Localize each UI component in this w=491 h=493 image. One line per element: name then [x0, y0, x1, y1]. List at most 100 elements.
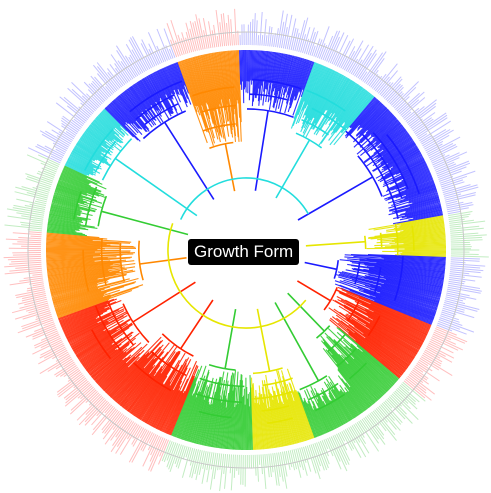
branch: [357, 102, 382, 129]
tip-label: [58, 131, 73, 141]
tip-label: [368, 74, 379, 87]
branch: [289, 390, 307, 442]
tip-label: [210, 452, 215, 470]
branch: [47, 222, 86, 229]
branch: [204, 54, 218, 109]
branch: [365, 324, 416, 357]
tip-label: [236, 454, 238, 471]
tip-label: [22, 310, 51, 320]
branch: [211, 399, 221, 448]
tip-label: [282, 27, 288, 49]
tip-label: [115, 417, 130, 438]
branch: [127, 375, 155, 412]
branch: [336, 317, 406, 371]
tip-label: [447, 207, 469, 213]
branch: [230, 50, 238, 127]
tip-label: [254, 454, 257, 476]
branch: [161, 390, 181, 432]
branch: [261, 386, 271, 449]
branch: [88, 341, 130, 375]
tip-label-ring: [3, 8, 489, 492]
tip-label: [29, 281, 44, 285]
branch: [65, 163, 90, 176]
tip-label: [150, 438, 166, 472]
branch: [329, 400, 344, 425]
tip-label: [55, 363, 76, 378]
branch: [375, 121, 400, 142]
branch: [93, 119, 121, 144]
branch: [148, 74, 172, 114]
branch: [331, 80, 353, 114]
branch: [46, 232, 100, 239]
tip-label: [20, 221, 43, 226]
branch: [316, 77, 349, 132]
tip-label: [440, 315, 460, 323]
tip-label: [348, 427, 367, 458]
tip-label: [110, 416, 128, 441]
branch: [47, 266, 125, 279]
branch: [394, 254, 446, 257]
tip-label: [73, 118, 84, 127]
branch: [405, 175, 433, 188]
tip-label: [335, 53, 342, 66]
tip-label: [354, 45, 374, 77]
branch: [282, 382, 302, 443]
tip-label: [315, 39, 323, 58]
branch: [69, 155, 96, 171]
tip-label: [40, 337, 62, 349]
tip-label: [443, 303, 465, 311]
tip-label: [397, 387, 416, 405]
clade-stem: [101, 210, 189, 236]
branch: [187, 371, 210, 442]
tip-label: [116, 50, 135, 79]
branch: [325, 80, 354, 125]
clade-stem: [179, 299, 214, 350]
tip-label: [63, 359, 74, 368]
branch: [187, 58, 206, 113]
tip-label: [270, 453, 274, 473]
branch: [377, 233, 446, 241]
branch: [353, 107, 388, 143]
branch: [46, 229, 83, 234]
branch: [72, 330, 107, 351]
tip-label: [432, 152, 460, 166]
clade-stem: [305, 240, 366, 247]
tip-label: [12, 243, 42, 246]
branch: [111, 101, 143, 135]
branch: [340, 354, 381, 399]
tip-label: [45, 330, 58, 337]
tip-label: [4, 263, 42, 268]
branch: [92, 351, 124, 379]
branch: [47, 221, 81, 228]
tip-label: [53, 145, 67, 153]
tip-label: [388, 86, 404, 104]
branch: [333, 386, 356, 419]
tip-label: [441, 309, 457, 315]
branch: [112, 353, 155, 400]
branch: [374, 245, 447, 249]
branch: [310, 73, 342, 129]
branch: [146, 76, 161, 101]
branch: [108, 104, 127, 123]
branch: [325, 78, 350, 119]
branch: [389, 196, 439, 211]
branch: [175, 62, 186, 86]
branch: [157, 380, 183, 430]
branch: [328, 307, 411, 365]
branch: [254, 402, 259, 450]
branch: [58, 298, 115, 321]
branch: [254, 395, 260, 450]
branch: [120, 366, 154, 407]
tip-label: [332, 435, 348, 466]
tip-label: [434, 329, 466, 344]
branch: [84, 331, 134, 369]
tip-label: [25, 325, 56, 338]
clade-arc: [295, 132, 323, 149]
branch: [243, 388, 245, 451]
branch: [231, 50, 239, 138]
tip-label: [338, 38, 355, 68]
tip-label: [86, 93, 100, 107]
tip-label: [288, 18, 297, 50]
tip-label: [11, 302, 49, 314]
branch: [254, 50, 258, 95]
